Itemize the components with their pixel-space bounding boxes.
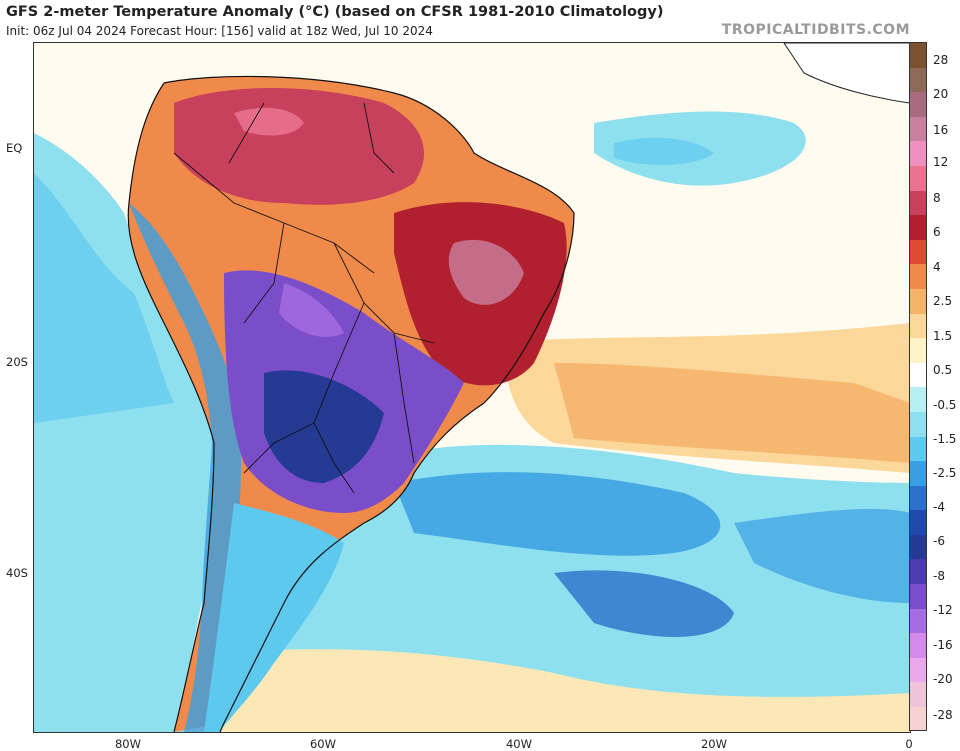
polar-air-light-core — [279, 283, 344, 337]
colorbar-segment — [910, 215, 926, 240]
colorbar-segment — [910, 165, 926, 191]
colorbar-segment — [910, 461, 926, 486]
map-subtitle: Init: 06z Jul 04 2024 Forecast Hour: [15… — [6, 24, 433, 38]
colorbar-segment — [910, 682, 926, 708]
colorbar-tick-label: -8 — [933, 569, 945, 583]
map-canvas — [34, 43, 910, 732]
colorbar-tick-label: 0.5 — [933, 363, 953, 377]
colorbar-segment — [910, 534, 926, 560]
southern-warm-strip — [184, 649, 910, 732]
colorbar-segment — [910, 436, 926, 462]
andes-cold-streak — [129, 203, 242, 732]
colorbar-tick-label: -2.5 — [933, 466, 957, 480]
colorbar-segment — [910, 190, 926, 216]
lon-label-0: 0 — [905, 737, 913, 751]
colorbar-tick-label: -0.5 — [933, 398, 957, 412]
south-atlantic-cold-band-3 — [734, 508, 910, 603]
colorbar-segment — [910, 510, 926, 535]
country-borders — [173, 102, 435, 494]
amazon-pink-spot — [234, 107, 304, 136]
colorbar-tick-label: -1.5 — [933, 432, 957, 446]
colorbar-segment — [910, 584, 926, 609]
colorbar-segment — [910, 338, 926, 363]
brand-watermark[interactable]: TROPICALTIDBITS.COM — [721, 22, 910, 38]
colorbar-segment — [910, 116, 926, 142]
colorbar-segment — [910, 362, 926, 388]
colorbar-segment — [910, 608, 926, 634]
colorbar-segment — [910, 141, 926, 166]
colorbar-segment — [910, 67, 926, 93]
south-atlantic-cold-band-2 — [554, 570, 734, 637]
anomaly-map[interactable] — [33, 42, 911, 733]
colorbar-tick-label: -12 — [933, 603, 953, 617]
colorbar-tick-label: 12 — [933, 155, 949, 169]
lat-label-20s: 20S — [6, 355, 28, 369]
colorbar-segment — [910, 264, 926, 289]
colorbar-tick-label: -16 — [933, 638, 953, 652]
lon-label-40w: 40W — [505, 737, 533, 751]
colorbar-segment — [910, 633, 926, 658]
colorbar-segment — [910, 559, 926, 585]
colorbar-tick-label: 6 — [933, 225, 941, 239]
colorbar-tick-label: 16 — [933, 123, 949, 137]
colorbar-segment — [910, 485, 926, 511]
colorbar-tick-label: 20 — [933, 87, 949, 101]
colorbar-segment — [910, 411, 926, 437]
atlantic-cool-core-north — [614, 137, 714, 165]
colorbar-tick-label: 28 — [933, 53, 949, 67]
colorbar — [909, 42, 927, 731]
polar-air-deep-core — [264, 370, 384, 483]
pacific-cool-core — [34, 173, 174, 423]
colorbar-segment — [910, 43, 926, 68]
colorbar-segment — [910, 707, 926, 730]
lon-label-60w: 60W — [309, 737, 337, 751]
colorbar-tick-label: -28 — [933, 708, 953, 722]
colorbar-segment — [910, 313, 926, 339]
patagonia-cool — [204, 503, 344, 732]
colorbar-tick-label: 1.5 — [933, 329, 953, 343]
colorbar-tick-label: 2.5 — [933, 294, 953, 308]
colorbar-tick-label: 8 — [933, 191, 941, 205]
colorbar-tick-label: -4 — [933, 500, 945, 514]
east-brazil-pink-core — [448, 239, 524, 305]
lat-label-eq: EQ — [6, 141, 23, 155]
atlantic-warm-core — [554, 363, 910, 463]
colorbar-tick-label: 4 — [933, 260, 941, 274]
colorbar-tick-label: -20 — [933, 672, 953, 686]
colorbar-segment — [910, 288, 926, 314]
colorbar-segment — [910, 657, 926, 683]
colorbar-segment — [910, 239, 926, 265]
colorbar-segment — [910, 92, 926, 117]
south-atlantic-cold-band-1 — [394, 472, 721, 556]
colorbar-segment — [910, 387, 926, 412]
lon-label-20w: 20W — [700, 737, 728, 751]
lon-label-80w: 80W — [114, 737, 142, 751]
lat-label-40s: 40S — [6, 566, 28, 580]
map-title: GFS 2-meter Temperature Anomaly (°C) (ba… — [6, 4, 664, 20]
colorbar-tick-label: -6 — [933, 534, 945, 548]
coastline — [127, 75, 575, 732]
